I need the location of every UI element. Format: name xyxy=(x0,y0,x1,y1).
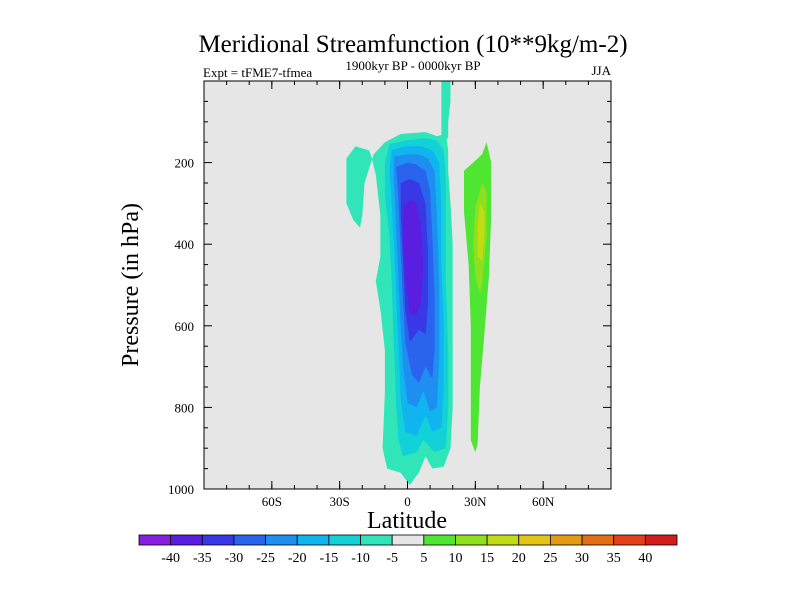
colorbar-label-15: 40 xyxy=(638,551,652,566)
colorbar-label-11: 20 xyxy=(512,551,526,566)
x-tick-label-4: 60N xyxy=(532,494,555,509)
colorbar-label-2: -30 xyxy=(225,551,244,566)
colorbar-swatch-14 xyxy=(581,534,615,546)
colorbar-swatch-15 xyxy=(613,534,646,546)
colorbar-swatch-1 xyxy=(170,534,203,546)
axis-ticks: 60S 30S 0 30N 60N 200 400 600 800 1000 xyxy=(168,81,611,509)
colorbar-swatch-12 xyxy=(518,534,551,546)
y-tick-label-2: 600 xyxy=(175,319,195,334)
colorbar-swatch-0 xyxy=(138,534,172,546)
y-tick-label-1: 400 xyxy=(175,237,195,252)
x-axis-label: Latitude xyxy=(367,508,447,534)
colorbar-swatch-6 xyxy=(328,534,361,546)
colorbar-label-9: 10 xyxy=(448,551,462,566)
time-range-label: 1900kyr BP - 0000kyr BP xyxy=(345,58,480,73)
colorbar-label-3: -25 xyxy=(256,551,275,566)
y-tick-label-3: 800 xyxy=(175,400,195,415)
y-tick-label-0: 200 xyxy=(175,156,195,171)
colorbar-swatch-2 xyxy=(201,534,235,546)
colorbar-label-7: -5 xyxy=(386,551,398,566)
colorbar-swatch-16 xyxy=(644,534,678,546)
x-tick-label-1: 30S xyxy=(330,494,350,509)
colorbar-swatch-7 xyxy=(360,534,393,546)
colorbar-label-8: 5 xyxy=(420,551,427,566)
colorbar-swatch-3 xyxy=(233,534,266,546)
contour-field xyxy=(346,81,492,485)
colorbar-swatch-9 xyxy=(423,534,456,546)
colorbar-swatch-10 xyxy=(455,534,488,546)
contour-region-1 xyxy=(441,81,451,143)
colorbar-swatch-5 xyxy=(296,534,330,546)
colorbar-label-4: -20 xyxy=(288,551,307,566)
y-axis-label: Pressure (in hPa) xyxy=(118,203,144,367)
experiment-label: Expt = tFME7-tfmea xyxy=(203,65,312,80)
contour-region-10 xyxy=(477,203,485,261)
colorbar-label-14: 35 xyxy=(607,551,621,566)
y-tick-label-4: 1000 xyxy=(168,482,194,497)
colorbar-swatch-4 xyxy=(265,534,298,546)
colorbar: -40 -35 -30 -25 -20 -15 -10 -5 5 10 15 20 25 30 35 40 xyxy=(138,534,678,566)
contour-region-7 xyxy=(403,199,424,316)
colorbar-label-0: -40 xyxy=(161,551,180,566)
colorbar-label-5: -15 xyxy=(320,551,339,566)
colorbar-label-1: -35 xyxy=(193,551,212,566)
x-tick-label-3: 30N xyxy=(464,494,487,509)
season-label: JJA xyxy=(591,63,611,78)
x-tick-label-0: 60S xyxy=(262,494,282,509)
colorbar-label-6: -10 xyxy=(351,551,370,566)
colorbar-label-10: 15 xyxy=(480,551,494,566)
colorbar-label-12: 25 xyxy=(543,551,557,566)
x-tick-label-2: 0 xyxy=(404,494,411,509)
colorbar-label-13: 30 xyxy=(575,551,589,566)
colorbar-swatch-11 xyxy=(486,534,520,546)
chart-title: Meridional Streamfunction (10**9kg/m-2) xyxy=(198,31,627,58)
colorbar-swatch-13 xyxy=(550,534,583,546)
colorbar-swatch-8 xyxy=(391,534,425,546)
